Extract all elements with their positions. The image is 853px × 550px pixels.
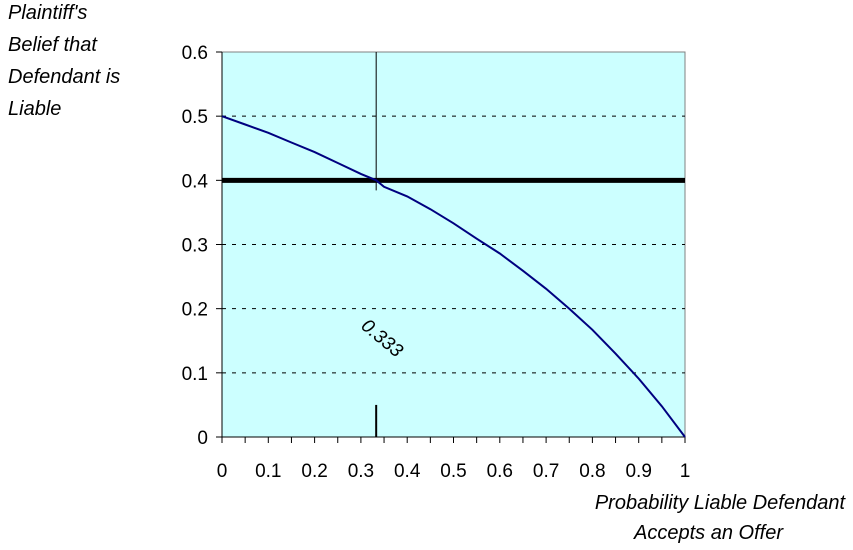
y-tick-label-0: 0 xyxy=(197,428,208,449)
y-axis-label-line-3: Liable xyxy=(8,98,62,120)
y-tick-label-3: 0.3 xyxy=(182,236,208,257)
x-tick-label-9: 0.9 xyxy=(625,461,651,482)
x-tick-label-0: 0 xyxy=(217,461,228,482)
y-axis-label-line-2: Defendant is xyxy=(8,66,121,88)
x-tick-label-2: 0.2 xyxy=(301,461,327,482)
x-axis-label-line-0: Probability Liable Defendant xyxy=(594,492,845,514)
x-tick-label-6: 0.6 xyxy=(487,461,513,482)
x-tick-label-7: 0.7 xyxy=(533,461,559,482)
x-tick-label-3: 0.3 xyxy=(348,461,374,482)
x-tick-label-5: 0.5 xyxy=(440,461,466,482)
x-tick-label-8: 0.8 xyxy=(579,461,605,482)
y-tick-label-6: 0.6 xyxy=(182,43,208,64)
x-tick-label-10: 1 xyxy=(680,461,691,482)
x-tick-label-4: 0.4 xyxy=(394,461,421,482)
x-tick-label-1: 0.1 xyxy=(255,461,281,482)
y-tick-label-5: 0.5 xyxy=(182,107,208,128)
y-tick-label-2: 0.2 xyxy=(182,300,208,321)
y-axis-label-line-0: Plaintiff's xyxy=(8,2,88,24)
series-line-0 xyxy=(221,115,686,438)
x-axis-label-line-1: Accepts an Offer xyxy=(634,522,783,544)
y-axis-label-line-1: Belief that xyxy=(8,34,97,56)
y-tick-label-1: 0.1 xyxy=(182,364,208,385)
y-tick-label-4: 0.4 xyxy=(182,171,209,192)
